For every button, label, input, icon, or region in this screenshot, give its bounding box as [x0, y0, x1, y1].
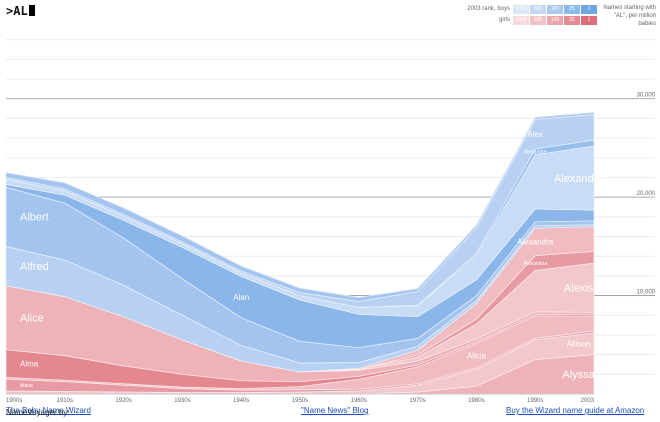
legend-boy-cell: 25: [564, 4, 580, 14]
legend-boy-cell: 1: [581, 4, 597, 14]
legend-girl-cell: 1000: [513, 15, 529, 25]
name-band-label: Alexis: [564, 283, 594, 295]
text-cursor: [28, 5, 35, 16]
name-search-input[interactable]: >AL: [6, 4, 35, 18]
y-tick-label: 20,000: [637, 191, 656, 197]
legend-boy-cell: 1000: [513, 4, 529, 14]
x-tick-label: 1950s: [292, 398, 308, 404]
name-band-label: Alyssa: [562, 369, 595, 381]
x-tick-label: 1940s: [233, 398, 249, 404]
name-band-label: Allison: [567, 340, 591, 349]
name-band-label: Alexander: [554, 173, 604, 185]
name-band-label: Alexandra: [517, 238, 554, 247]
name-band-label: Albert: [20, 212, 49, 224]
legend-girl-cell: 100: [547, 15, 563, 25]
x-tick-label: 1970s: [409, 398, 425, 404]
legend-boys-row: 2003 rank, boys 1000 500 100 25 1: [452, 4, 598, 14]
legend-girl-cell: 500: [530, 15, 546, 25]
legend-girls-label: girls: [498, 17, 510, 23]
name-band-label: Alma: [20, 359, 39, 368]
name-band-label: Alan: [233, 293, 249, 302]
x-tick-label: 2003: [581, 398, 595, 404]
footer: NameVoyager by The Baby Name Wizard "Nam…: [0, 404, 660, 420]
legend-girl-cell: 25: [564, 15, 580, 25]
y-axis-note: Names starting with "AL", per million ba…: [603, 5, 656, 27]
name-band-label: Alana: [20, 383, 33, 389]
legend-boy-cell: 500: [530, 4, 546, 14]
baby-name-wizard-link[interactable]: The Baby Name Wizard: [6, 406, 91, 415]
x-tick-label: 1990s: [527, 398, 543, 404]
name-band-label: Alfred: [20, 261, 49, 273]
rank-color-legend: 2003 rank, boys 1000 500 100 25 1 girls …: [452, 4, 598, 26]
footer-brand: NameVoyager by The Baby Name Wizard: [6, 406, 91, 417]
name-band-label: Alicia: [467, 351, 487, 360]
y-tick-label: 10,000: [637, 290, 656, 296]
footer-brand-text: NameVoyager by: [6, 408, 68, 417]
legend-boys-label: 2003 rank, boys: [467, 6, 510, 12]
name-band-label: Alexandre: [524, 150, 547, 156]
x-tick-label: 1980s: [468, 398, 484, 404]
legend-girl-cell: 1: [581, 15, 597, 25]
total-outline: [5, 112, 595, 298]
x-tick-label: 1960s: [351, 398, 367, 404]
name-band-label: Alex: [527, 130, 543, 139]
y-tick-label: 30,000: [637, 93, 656, 99]
name-band-label: Alice: [20, 313, 44, 325]
query-text[interactable]: >AL: [6, 4, 28, 18]
name-news-blog-link[interactable]: "Name News" Blog: [301, 406, 369, 415]
legend-boy-cell: 100: [547, 4, 563, 14]
name-band-label: Alexandria: [523, 261, 547, 267]
amazon-book-link[interactable]: Buy the Wizard name guide at Amazon: [506, 406, 645, 415]
x-tick-label: 1930s: [174, 398, 190, 404]
x-tick-label: 1910s: [57, 398, 73, 404]
x-tick-label: 1920s: [115, 398, 131, 404]
x-tick-label: 1900s: [6, 398, 22, 404]
legend-girls-row: girls 1000 500 100 25 1: [452, 15, 598, 25]
name-area-chart[interactable]: 10,000 20,000 30,000 Alyssa Allison Alana Alic…: [0, 0, 660, 404]
